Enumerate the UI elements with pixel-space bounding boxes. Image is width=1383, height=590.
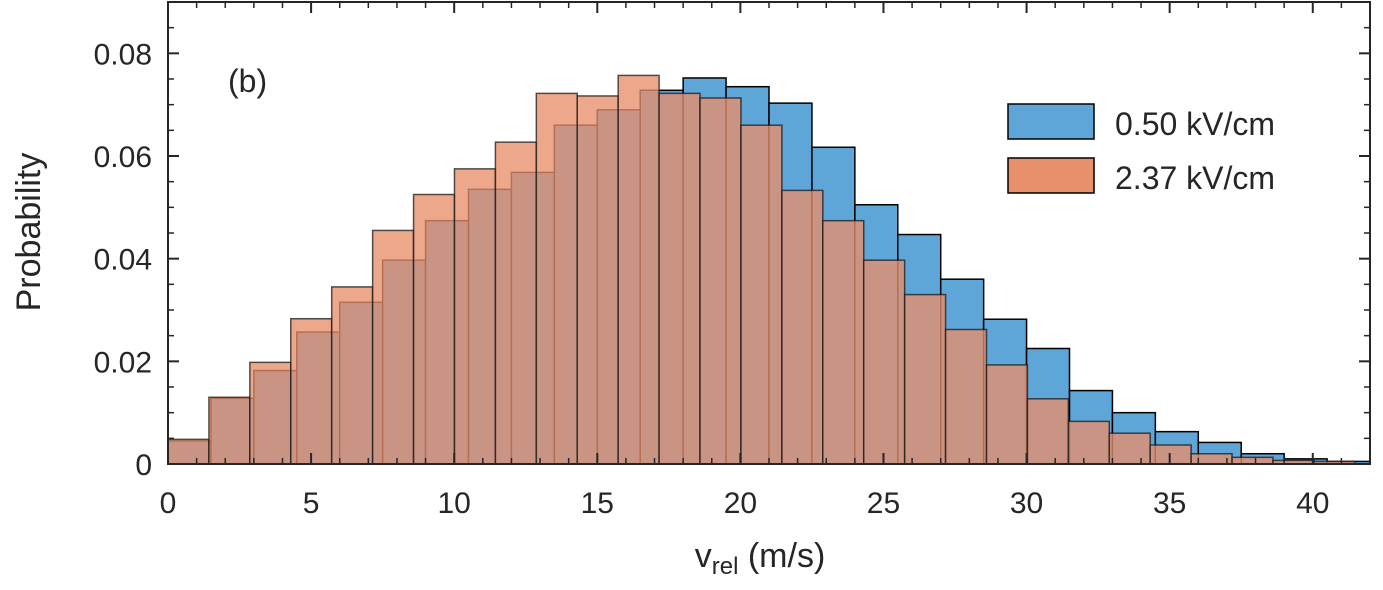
bar-series-1-bin-24	[1149, 444, 1192, 465]
bar-series-1-bin-11	[617, 74, 660, 465]
legend-label-0: 0.50 kV/cm	[1115, 106, 1275, 142]
y-tick-label-0: 0	[135, 449, 152, 482]
bar-series-1-bin-15	[781, 189, 824, 465]
bar-series-1-bin-8	[494, 141, 538, 465]
bar-series-1-bin-19	[944, 328, 988, 465]
bar-series-1-bin-26	[1231, 456, 1274, 465]
bar-series-1-bin-25	[1190, 452, 1233, 465]
bar-series-1-bin-14	[740, 124, 783, 465]
legend-label-1: 2.37 kV/cm	[1115, 160, 1275, 196]
bar-series-1-bin-1	[208, 396, 251, 465]
x-tick-label-2: 10	[438, 487, 471, 520]
legend-swatch-1	[1007, 157, 1095, 194]
bar-series-1-bin-21	[1026, 398, 1070, 465]
bar-series-1-bin-5	[371, 229, 415, 465]
bar-series-1-bin-13	[699, 97, 742, 465]
series-1-bars	[167, 74, 1356, 465]
x-tick-label-5: 25	[867, 487, 900, 520]
bar-series-1-bin-22	[1067, 420, 1111, 465]
bar-series-1-bin-12	[658, 92, 701, 465]
x-axis-title: vrel (m/s)	[695, 537, 826, 580]
x-axis-title-subscript: rel	[712, 553, 739, 580]
y-tick-label-1: 0.02	[94, 346, 152, 379]
legend: 0.50 kV/cm 2.37 kV/cm	[1007, 103, 1275, 196]
bar-series-1-bin-6	[412, 193, 456, 465]
bar-series-1-bin-4	[330, 286, 374, 465]
y-axis-title: Probability	[10, 153, 48, 312]
bar-series-1-bin-9	[535, 92, 579, 465]
x-tick-label-4: 20	[724, 487, 757, 520]
bar-series-1-bin-23	[1108, 432, 1151, 465]
x-axis-title-main: v	[695, 537, 712, 575]
x-tick-label-3: 15	[581, 487, 614, 520]
x-tick-label-0: 0	[160, 487, 177, 520]
panel-label: (b)	[228, 63, 267, 99]
bar-series-1-bin-3	[290, 317, 333, 465]
bar-series-1-bin-10	[576, 95, 619, 465]
bar-series-1-bin-20	[985, 364, 1029, 465]
y-tick-label-3: 0.06	[94, 141, 152, 174]
x-axis-title-unit: (m/s)	[738, 537, 825, 575]
bar-series-1-bin-0	[167, 438, 210, 465]
x-tick-label-6: 30	[1010, 487, 1043, 520]
y-tick-label-4: 0.08	[94, 38, 152, 71]
bar-series-1-bin-2	[249, 361, 292, 465]
bar-series-1-bin-16	[822, 219, 865, 465]
x-tick-label-7: 35	[1153, 487, 1186, 520]
y-tick-label-2: 0.04	[94, 244, 152, 277]
legend-swatch-0	[1007, 103, 1095, 140]
bar-series-1-bin-7	[453, 168, 497, 465]
axes: 0 5 10 15 20 25 30 35 40 0 0.02 0.04 0.06 0.08	[94, 1, 1371, 520]
bar-series-1-bin-17	[862, 259, 906, 465]
x-tick-label-8: 40	[1296, 487, 1329, 520]
x-tick-label-1: 5	[303, 487, 320, 520]
bar-series-1-bin-18	[903, 293, 947, 465]
